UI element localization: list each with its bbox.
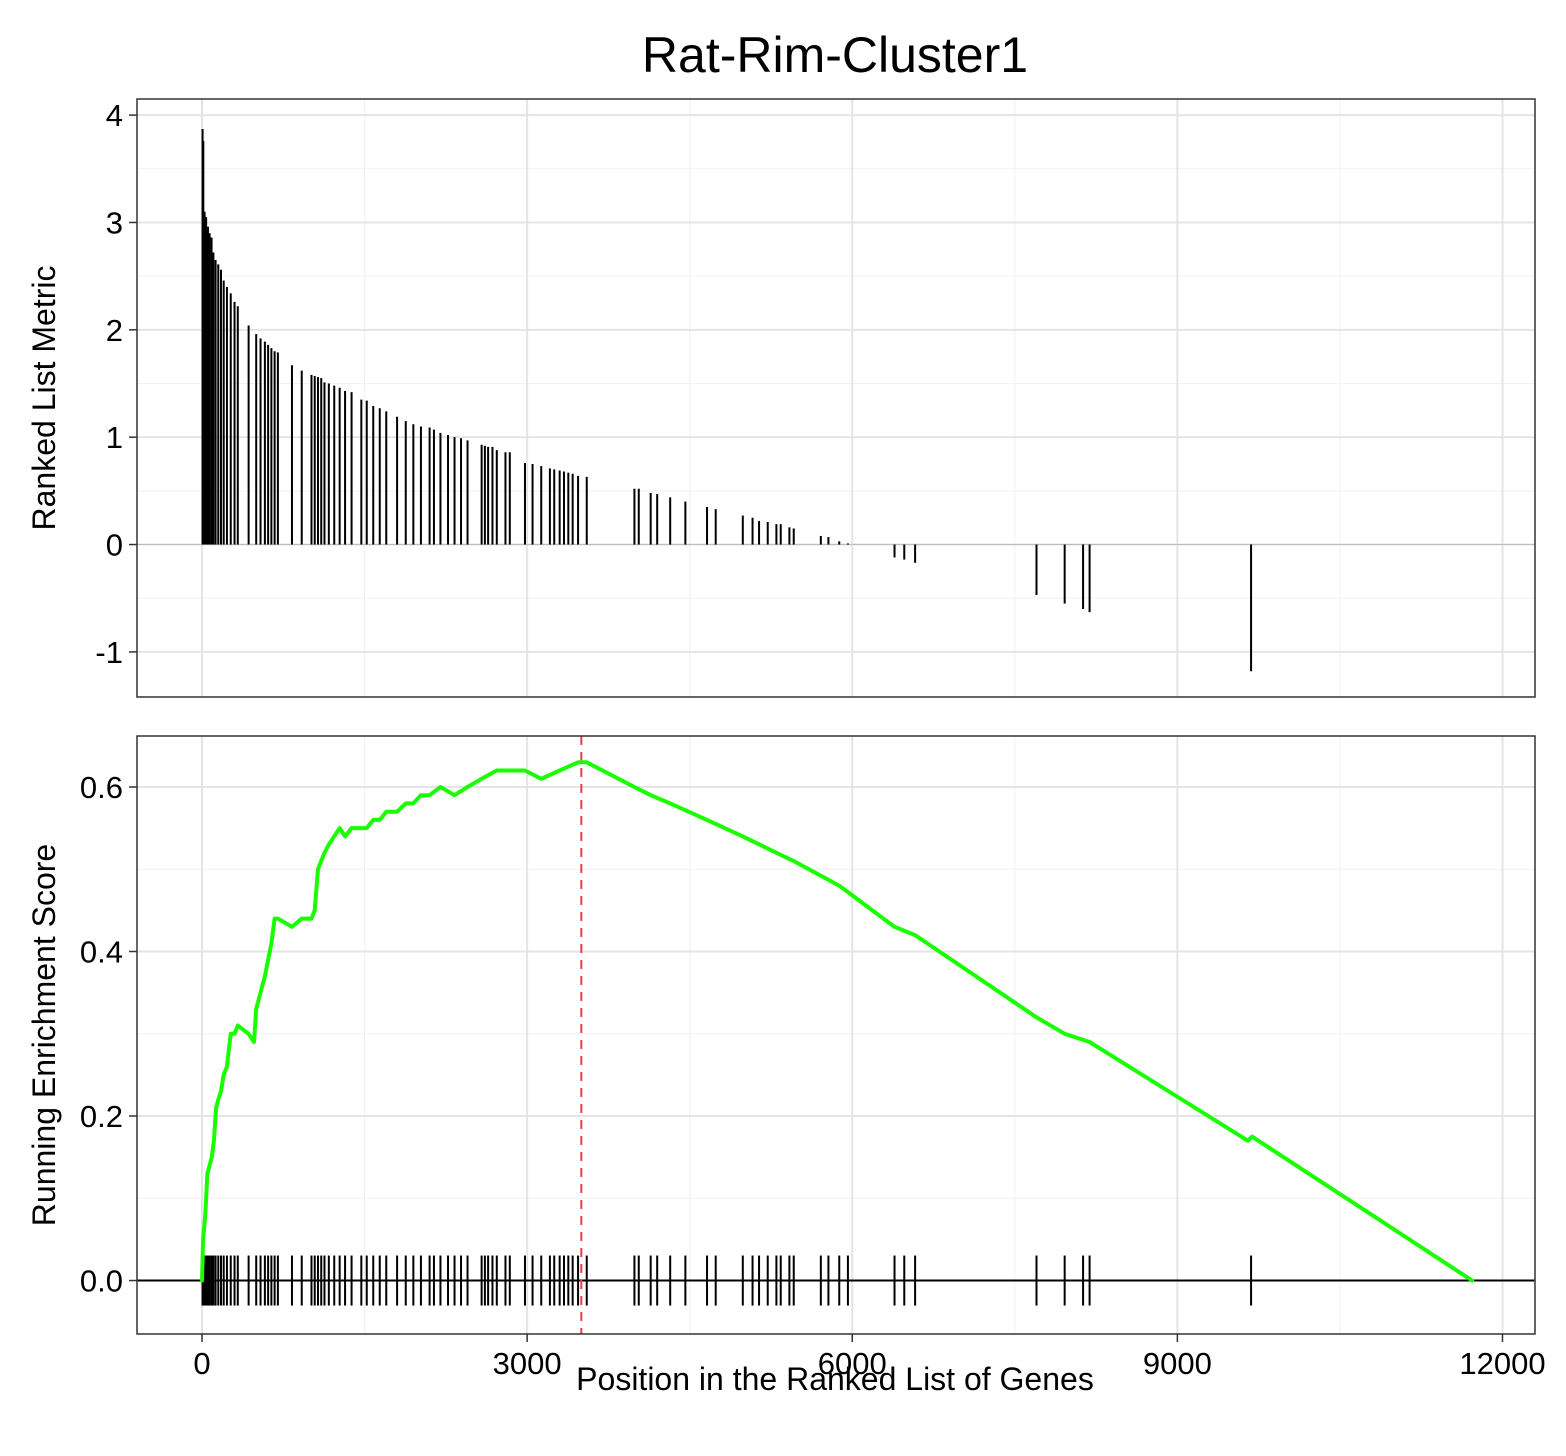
plot-title: Rat-Rim-Cluster1 (642, 27, 1028, 83)
running-score-y-ticks: 0.0 0.2 0.4 0.6 (80, 770, 137, 1299)
y-tick-label: 2 (106, 313, 123, 348)
y-tick-label: 0.6 (80, 770, 123, 805)
running-score-series (200, 760, 1475, 1283)
x-tick-label: 3000 (493, 1346, 562, 1381)
y-tick-label: 4 (106, 98, 123, 133)
y-tick-label: 1 (106, 420, 123, 455)
y-tick-label: 0 (106, 528, 123, 563)
y-tick-label: 3 (106, 205, 123, 240)
x-tick-label: 0 (193, 1346, 210, 1381)
x-tick-label: 9000 (1143, 1346, 1212, 1381)
x-tick-label: 12000 (1459, 1346, 1545, 1381)
running-score-x-ticks: 0 3000 6000 9000 12000 (193, 1334, 1546, 1381)
running-score-panel-border (136, 735, 1536, 1335)
ranked-metric-y-ticks: -1 0 1 2 3 4 (95, 98, 137, 670)
y-tick-label: -1 (95, 635, 123, 670)
x-tick-label: 6000 (818, 1346, 887, 1381)
y-tick-label: 0.2 (80, 1099, 123, 1134)
running-score-y-axis-label: Running Enrichment Score (26, 844, 62, 1226)
running-enrichment-score-line (200, 760, 1475, 1283)
y-tick-label: 0.0 (80, 1264, 123, 1299)
ranked-metric-panel-border (136, 98, 1536, 698)
ranked-metric-panel-background (137, 99, 1535, 697)
x-axis-label: Position in the Ranked List of Genes (576, 1361, 1094, 1397)
ranked-metric-bars (201, 129, 1253, 672)
ranked-metric-y-axis-label: Ranked List Metric (26, 266, 62, 531)
running-score-panel-background (137, 736, 1535, 1334)
running-score-panel: 0.0 0.2 0.4 0.6 0 3000 6000 9000 12000 Running … (26, 735, 1546, 1397)
y-tick-label: 0.4 (80, 935, 123, 970)
ranked-metric-panel: -1 0 1 2 3 4 Ranked List Metric (26, 98, 1536, 698)
